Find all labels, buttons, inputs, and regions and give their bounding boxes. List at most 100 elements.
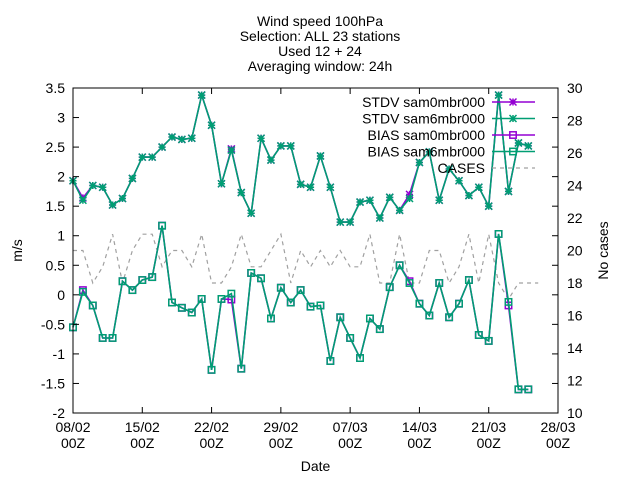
x-tick-label: 07/03 00Z [333,419,368,451]
legend-label: STDV sam6mbr000 [362,111,485,127]
x-tick-label-line: 22/02 [194,419,229,435]
data-point [266,156,275,165]
data-point [405,194,414,203]
data-point [128,174,137,183]
data-point [395,206,404,215]
x-tick-label-line: 07/03 [333,419,368,435]
x-tick-label-line: 29/02 [263,419,298,435]
data-point [227,289,236,298]
y2-tick-label: 16 [567,308,583,324]
y-tick-label: 1 [57,228,65,244]
data-point [108,200,117,210]
data-point [306,183,315,192]
data-point [257,274,266,283]
axes: -2 -1.5 -1 -0.5 0 0.5 1 1.5 2 2.5 3 3.5 10 12 14 16 18 20… [41,80,583,451]
data-point [247,269,256,277]
y-tick-label: 0.5 [46,257,66,273]
data-point [405,279,414,287]
title-line: Used 12 + 24 [278,43,362,59]
data-point [464,276,473,284]
data-point [197,91,206,100]
data-point [504,187,513,196]
data-point [138,153,147,162]
data-point [464,191,473,200]
data-point [167,133,177,142]
data-point [474,183,483,192]
y2-tick-label: 28 [567,113,583,129]
x-tick-label: 08/02 00Z [55,419,90,451]
data-point [207,365,216,374]
data-point [326,357,335,365]
y2-tick-label: 12 [567,373,583,389]
data-point [118,277,127,286]
x-tick-label-line: 28/03 [540,419,575,435]
data-point [425,147,434,156]
y2-tick-label: 18 [567,275,583,291]
data-point [217,179,226,188]
y2-tick-label: 22 [567,210,583,226]
data-point [138,276,147,284]
data-point [98,334,107,342]
data-point [237,188,246,197]
y-tick-label: -1 [53,346,66,362]
data-point [514,385,523,394]
data-point [78,287,87,296]
data-point [455,299,463,308]
data-point [98,183,107,192]
data-point [508,97,518,107]
data-point [415,158,424,167]
data-point [267,314,275,323]
title-line: Averaging window: 24h [248,58,393,74]
data-point [346,334,355,342]
series-bias-sam6mbr000 [69,221,533,394]
title-line: Selection: ALL 23 stations [240,28,401,44]
data-point [509,131,517,139]
x-tick-label-line: 21/03 [471,419,506,435]
data-point [445,313,454,322]
data-point [187,134,196,143]
y-axis-label: m/s [9,239,25,262]
legend-label: BIAS sam6mbr000 [368,144,486,160]
data-point [514,138,523,147]
data-point [276,141,285,150]
data-point [395,261,404,270]
data-point [405,190,414,199]
data-point [484,202,493,211]
data-point [484,336,493,345]
y-tick-label: -2 [53,405,66,421]
data-point [78,196,87,205]
data-point [128,286,137,295]
data-point [296,286,305,295]
x-tick-label-line: 00Z [477,435,502,451]
data-point [118,194,127,203]
y2-tick-label: 14 [567,340,583,356]
x-tick-label: 28/03 00Z [540,419,575,451]
data-point [88,301,97,310]
x-tick-label: 21/03 00Z [471,419,506,451]
data-point [494,230,503,238]
data-point [385,283,394,292]
data-point [454,176,464,185]
data-point [445,164,454,173]
data-point [286,141,295,150]
x-tick-label-line: 00Z [130,435,155,451]
data-point [177,135,186,144]
plot-frame [72,87,559,414]
series-line [73,232,539,301]
x-tick-label-line: 00Z [407,435,432,451]
data-point [108,334,117,342]
data-point [425,311,434,320]
x-tick-label: 15/02 00Z [125,419,160,451]
data-point [524,385,533,394]
x-axis-label: Date [301,458,331,474]
data-point [509,147,517,156]
data-point [326,183,335,192]
data-point [306,302,315,311]
y2-axis-label: No cases [595,221,611,279]
data-point [316,151,325,160]
data-point [494,91,503,100]
x-tick-label: 29/02 00Z [263,419,298,451]
